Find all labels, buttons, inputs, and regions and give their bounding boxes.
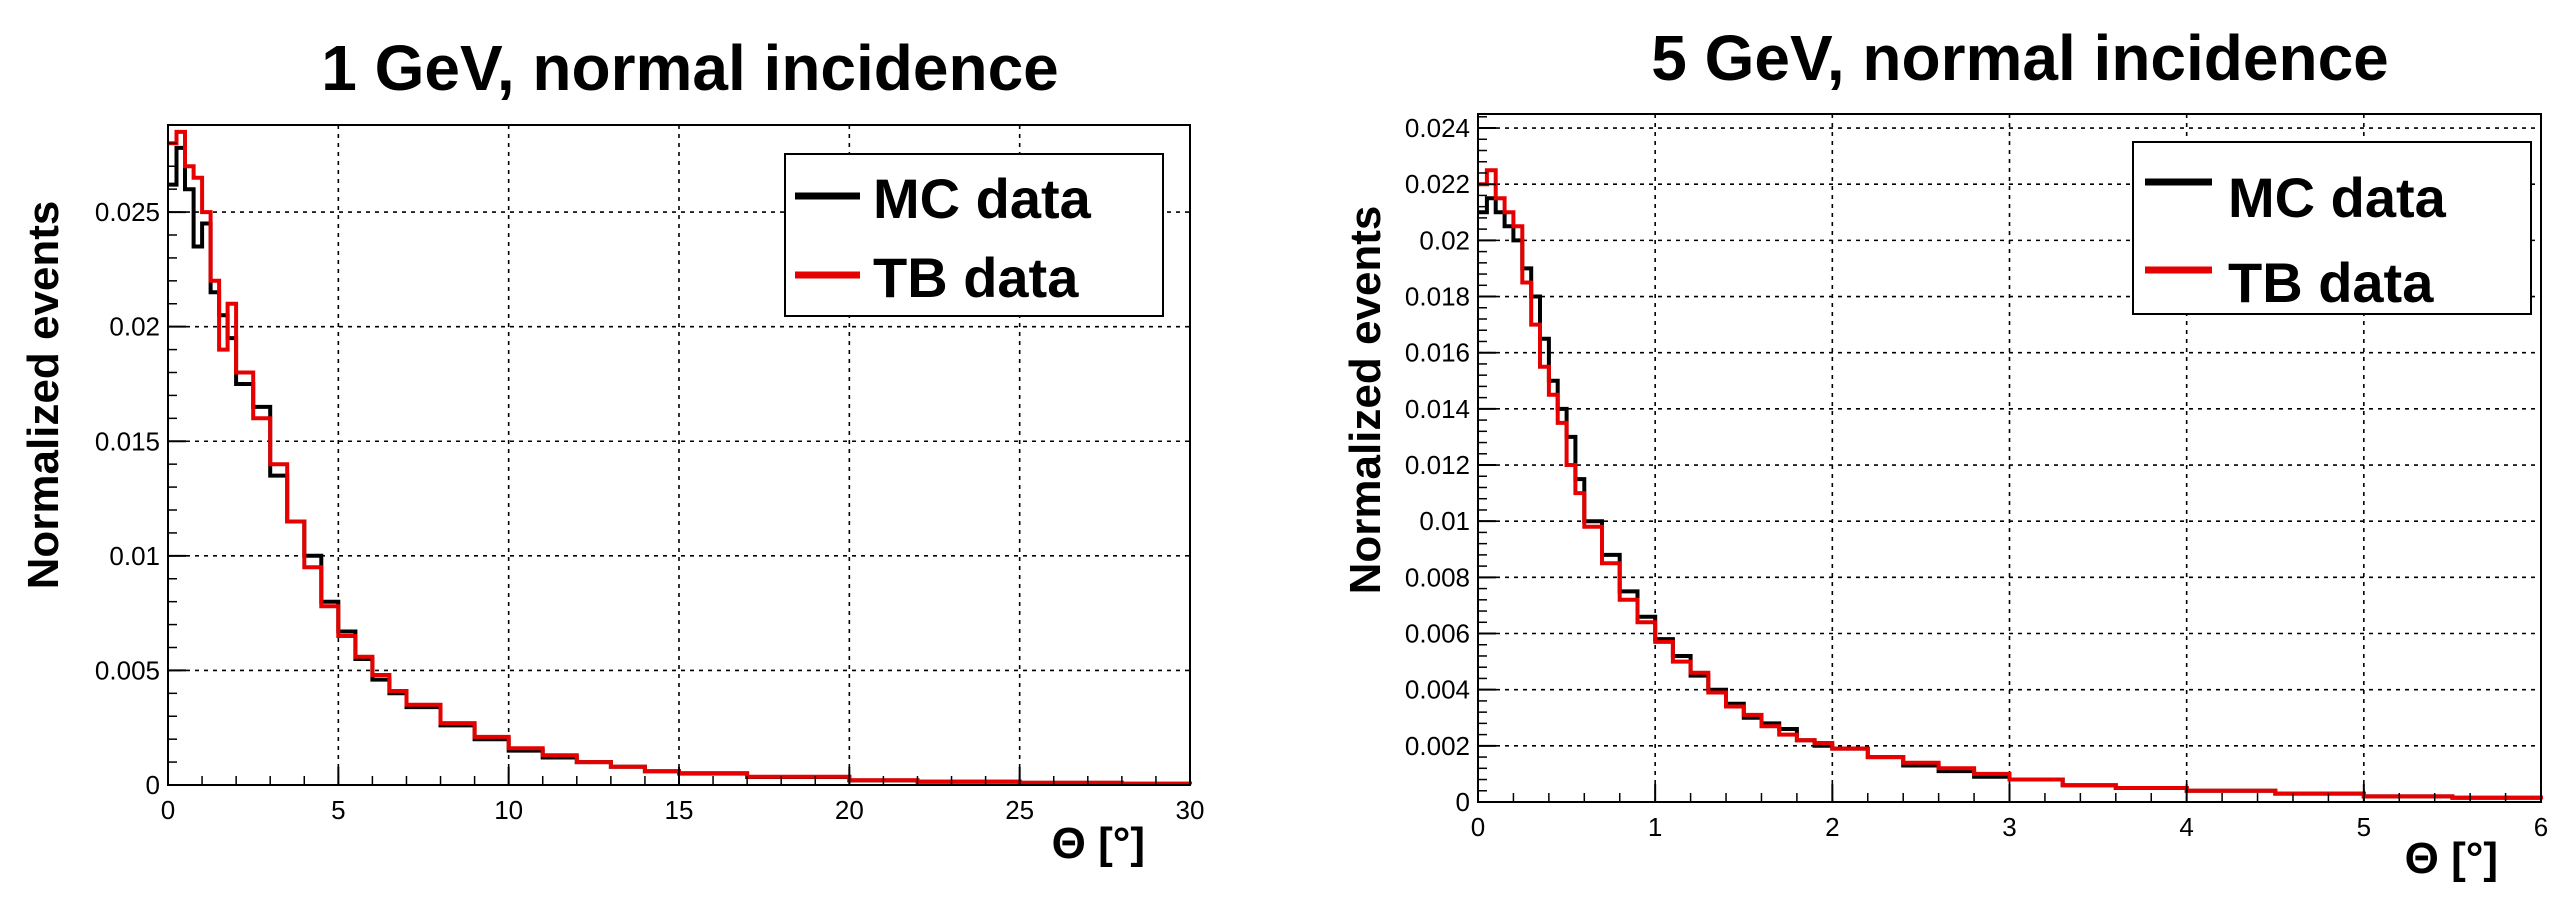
axis-ticks: 0 5 10 15 20 25 30 0 0.005 0.01 0.015 0.02 0.025 (95, 142, 1205, 825)
legend-label-mc: MC data (2228, 166, 2447, 229)
y-axis-label: Normalized events (19, 201, 68, 590)
y-tick-label: 0.012 (1405, 450, 1470, 480)
y-tick-label: 0.005 (95, 655, 160, 685)
x-tick-label: 15 (665, 795, 694, 825)
x-tick-label: 6 (2534, 812, 2548, 842)
y-tick-label: 0.022 (1405, 169, 1470, 199)
chart-title: 1 GeV, normal incidence (321, 32, 1059, 104)
y-tick-label: 0 (1456, 787, 1470, 817)
x-tick-label: 20 (835, 795, 864, 825)
legend-box (2132, 141, 2532, 315)
y-tick-label: 0.025 (95, 197, 160, 227)
legend-label-tb: TB data (2228, 251, 2434, 314)
y-tick-label: 0.014 (1405, 394, 1470, 424)
y-tick-label: 0 (146, 770, 160, 800)
chart-panel-1gev: 1 GeV, normal incidence Normalized event… (19, 32, 1204, 868)
x-axis-label: Θ [°] (1052, 819, 1145, 868)
y-tick-label: 0.01 (1419, 506, 1470, 536)
legend-box (784, 153, 1164, 317)
x-axis-label: Θ [°] (2405, 834, 2498, 883)
y-tick-label: 0.002 (1405, 731, 1470, 761)
x-tick-label: 30 (1176, 795, 1205, 825)
x-tick-label: 0 (161, 795, 175, 825)
y-tick-label: 0.02 (109, 312, 160, 342)
legend-label-mc: MC data (873, 167, 1092, 230)
x-tick-label: 0 (1471, 812, 1485, 842)
y-tick-label: 0.018 (1405, 282, 1470, 312)
legend-label-tb: TB data (873, 246, 1079, 309)
legend: MC data TB data (2132, 141, 2532, 315)
axis-ticks: 0 1 2 3 4 5 6 0 0.002 0.004 0.006 0.008 0.01 0.012 0.0… (1405, 113, 2548, 842)
series-line-tb (1478, 168, 2543, 800)
x-tick-label: 25 (1005, 795, 1034, 825)
y-axis-label: Normalized events (1341, 206, 1390, 595)
y-tick-label: 0.024 (1405, 113, 1470, 143)
x-tick-label: 4 (2179, 812, 2193, 842)
y-tick-label: 0.008 (1405, 562, 1470, 592)
x-tick-label: 2 (1825, 812, 1839, 842)
series-layer (168, 129, 1192, 786)
chart-title: 5 GeV, normal incidence (1651, 22, 2389, 94)
x-tick-label: 5 (2357, 812, 2371, 842)
series-layer (1478, 168, 2543, 800)
x-tick-label: 5 (331, 795, 345, 825)
y-tick-label: 0.02 (1419, 225, 1470, 255)
y-tick-label: 0.016 (1405, 338, 1470, 368)
y-tick-label: 0.004 (1405, 675, 1470, 705)
y-tick-label: 0.006 (1405, 619, 1470, 649)
x-tick-label: 1 (1648, 812, 1662, 842)
x-tick-label: 10 (494, 795, 523, 825)
chart-panel-5gev: 5 GeV, normal incidence Normalized event… (1341, 22, 2548, 883)
series-line-tb (168, 129, 1192, 786)
y-tick-label: 0.015 (95, 426, 160, 456)
legend: MC data TB data (784, 153, 1164, 317)
x-tick-label: 3 (2002, 812, 2016, 842)
y-tick-label: 0.01 (109, 541, 160, 571)
